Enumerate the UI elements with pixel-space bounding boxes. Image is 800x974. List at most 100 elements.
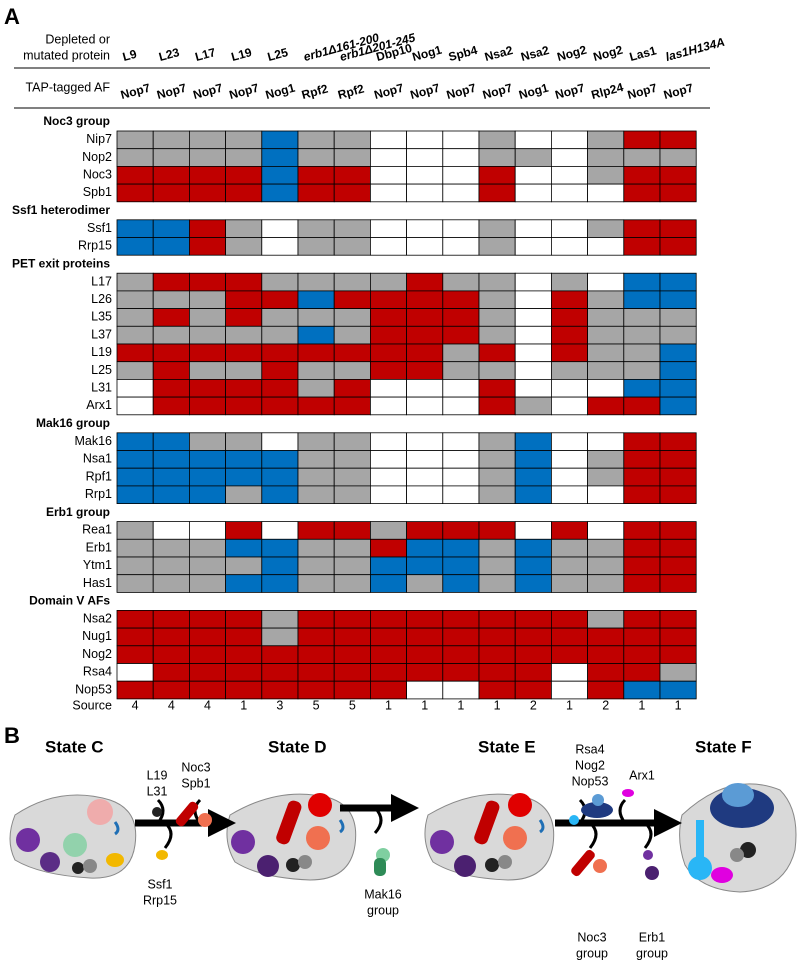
cell [659, 627, 697, 647]
cell [659, 148, 697, 167]
cell [551, 485, 589, 504]
cell [297, 538, 335, 558]
cell [152, 485, 190, 504]
cell [514, 645, 552, 664]
cell [514, 165, 552, 185]
cell [623, 485, 661, 504]
cell [587, 556, 625, 576]
cell [297, 183, 335, 203]
group-title: Erb1 group [46, 505, 110, 519]
column-tag: Nop7 [662, 81, 695, 102]
cell [188, 467, 226, 487]
cell [406, 538, 444, 558]
cell [152, 183, 190, 203]
cell [587, 450, 625, 469]
cell [369, 290, 407, 309]
cell [406, 272, 444, 292]
cell [369, 219, 407, 238]
column-tag: Nog1 [264, 81, 297, 102]
cell [406, 396, 444, 416]
cell [333, 378, 371, 398]
cell [406, 450, 444, 469]
cell [587, 680, 625, 700]
cell [116, 237, 154, 256]
cell [442, 680, 480, 700]
cell [551, 556, 589, 576]
cell [261, 538, 299, 558]
cell [225, 610, 263, 629]
cell [369, 432, 407, 451]
cell [225, 680, 263, 700]
cell [442, 148, 480, 167]
cell [587, 148, 625, 167]
cell [152, 308, 190, 327]
cell [152, 343, 190, 363]
cell [188, 165, 226, 185]
cell [188, 663, 226, 682]
cell [442, 396, 480, 416]
cell [587, 645, 625, 664]
cell [297, 485, 335, 504]
cell [442, 219, 480, 238]
cell [514, 378, 552, 398]
cell [587, 308, 625, 327]
state-title: State E [478, 737, 536, 756]
cell [333, 165, 371, 185]
cell [188, 680, 226, 700]
row-label: Rea1 [82, 523, 112, 537]
state-title: State D [268, 737, 327, 756]
cell [333, 663, 371, 682]
cell [333, 574, 371, 593]
cell [442, 183, 480, 203]
cell [623, 343, 661, 363]
cell [333, 432, 371, 451]
cell [152, 272, 190, 292]
cell [297, 148, 335, 167]
source-value: 1 [457, 698, 464, 712]
cell [297, 130, 335, 150]
factor-label: Nog2 [575, 758, 605, 772]
factor-label: Ssf1 [147, 877, 172, 891]
cell [514, 556, 552, 576]
cell [659, 378, 697, 398]
cell [659, 574, 697, 593]
cell [297, 272, 335, 292]
row-label: Rrp1 [85, 487, 112, 501]
cell [478, 450, 516, 469]
cell [659, 165, 697, 185]
cell [623, 361, 661, 380]
cell [551, 627, 589, 647]
cell [333, 396, 371, 416]
row-label: L37 [91, 327, 112, 341]
cell [514, 272, 552, 292]
factor-label: Rsa4 [575, 742, 604, 756]
cell [116, 290, 154, 309]
cell [514, 148, 552, 167]
cell [551, 574, 589, 593]
cell [369, 485, 407, 504]
state-e-particle [424, 793, 555, 881]
cell [188, 450, 226, 469]
source-label: Source [72, 698, 112, 712]
column-tag: Nop7 [481, 81, 514, 102]
factor-label: Erb1 [639, 930, 665, 944]
cell [188, 645, 226, 664]
cell [333, 521, 371, 540]
cell [369, 663, 407, 682]
cell [261, 148, 299, 167]
cell [225, 148, 263, 167]
cell [333, 325, 371, 345]
cell [587, 610, 625, 629]
column-tag: Nog1 [517, 81, 550, 102]
column-protein: Nog1 [411, 43, 444, 64]
cell [116, 183, 154, 203]
cell [333, 538, 371, 558]
cell [551, 272, 589, 292]
cell [188, 574, 226, 593]
cell [225, 183, 263, 203]
cell [514, 361, 552, 380]
cell [116, 467, 154, 487]
cell [225, 521, 263, 540]
source-value: 5 [349, 698, 356, 712]
cell [406, 378, 444, 398]
